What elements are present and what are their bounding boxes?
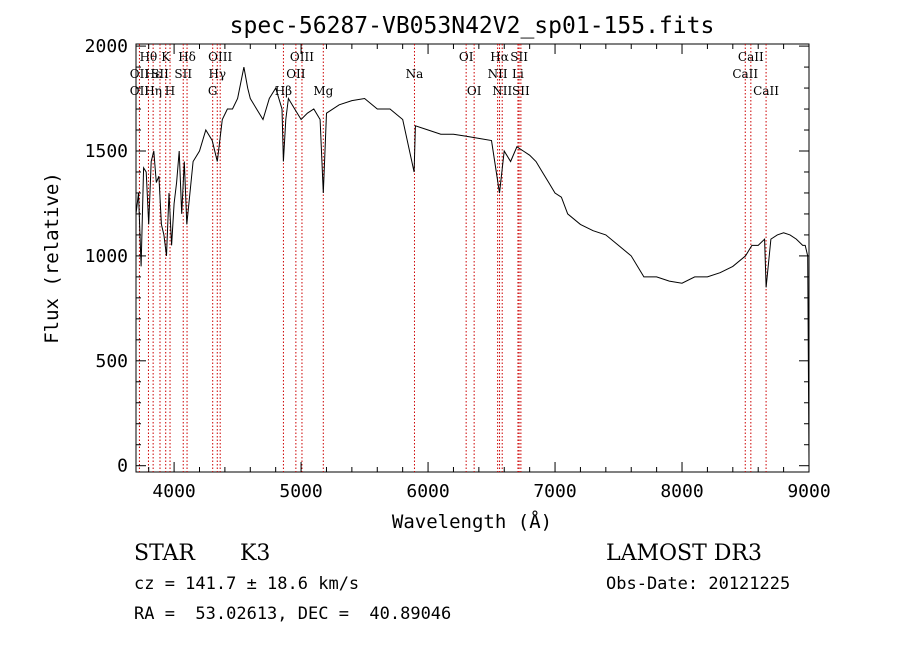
x-tick-label: 6000 — [406, 481, 449, 502]
x-axis-label: Wavelength (Å) — [392, 510, 552, 533]
line-marker-label: Li — [512, 67, 524, 81]
line-marker-label: SII — [510, 50, 528, 64]
line-marker-label: OII — [130, 67, 150, 81]
redshift-text: cz = 141.7 ± 18.6 km/s — [134, 574, 359, 594]
y-tick-label: 1500 — [85, 141, 128, 162]
x-tick-label: 9000 — [787, 481, 830, 502]
y-axis-ticks: 0 500 1000 1500 2000 — [85, 36, 809, 477]
line-marker-label: CaII — [753, 84, 779, 98]
y-axis-label: Flux (relative) — [41, 172, 63, 344]
line-marker-label: G — [208, 84, 218, 98]
x-axis-ticks: 4000 5000 6000 7000 8000 9000 — [148, 44, 831, 502]
line-marker-label: SII — [174, 67, 192, 81]
line-marker-label: SII — [151, 67, 169, 81]
y-tick-label: 1000 — [85, 246, 128, 267]
spectrum-line — [135, 67, 810, 466]
x-tick-label: 8000 — [660, 481, 703, 502]
line-marker-label: CaII — [738, 50, 764, 64]
subclass: K3 — [240, 541, 270, 566]
object-class: STAR — [134, 541, 196, 566]
coordinates-text: RA = 53.02613, DEC = 40.89046 — [134, 604, 451, 624]
y-tick-label: 500 — [95, 351, 128, 372]
line-marker-label: NII — [492, 84, 512, 98]
x-tick-label: 5000 — [279, 481, 322, 502]
line-marker-label: OIII — [208, 50, 232, 64]
obs-date-text: Obs-Date: 20121225 — [606, 574, 790, 594]
plot-frame — [135, 43, 810, 473]
line-marker-label: OII — [130, 84, 150, 98]
survey-name: LAMOST DR3 — [606, 541, 762, 566]
line-marker-label: OI — [459, 50, 474, 64]
line-marker-label: SII — [512, 84, 530, 98]
y-tick-label: 2000 — [85, 36, 128, 57]
x-tick-label: 4000 — [152, 481, 195, 502]
line-marker-label: OIII — [290, 50, 314, 64]
line-markers — [138, 44, 767, 472]
line-marker-label: OI — [467, 84, 482, 98]
line-marker-label: Hη — [144, 84, 162, 98]
line-marker-label: Mg — [313, 84, 333, 98]
line-marker-label: Hθ — [140, 50, 158, 64]
line-marker-label: Hγ — [208, 67, 226, 81]
chart-title: spec-56287-VB053N42V2_sp01-155.fits — [230, 13, 715, 39]
line-marker-label: NII — [488, 67, 508, 81]
line-marker-label: OII — [286, 67, 306, 81]
x-tick-label: 7000 — [533, 481, 576, 502]
y-tick-label: 0 — [117, 456, 128, 477]
line-marker-label: Hα — [490, 50, 509, 64]
line-marker-label: H — [165, 84, 175, 98]
line-marker-label: CaII — [732, 67, 758, 81]
line-marker-label: K — [161, 50, 171, 64]
line-marker-label: Hβ — [275, 84, 292, 98]
line-marker-label: Hε — [145, 67, 162, 81]
line-marker-label: Na — [406, 67, 424, 81]
line-marker-label: Hδ — [178, 50, 196, 64]
